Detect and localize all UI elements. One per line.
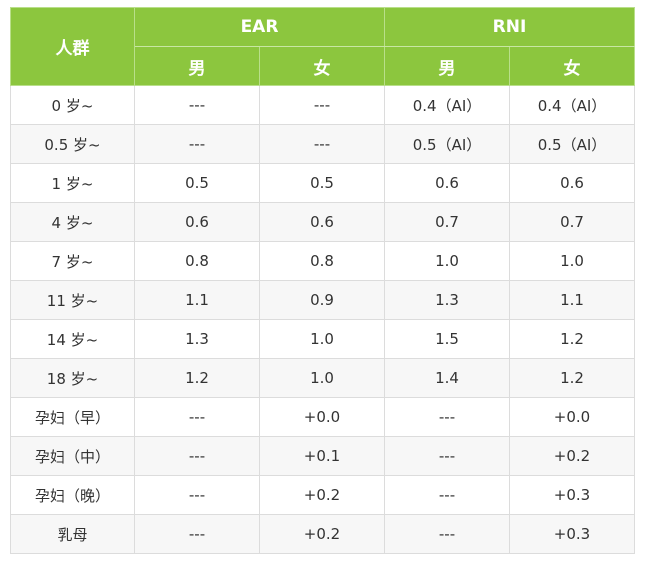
ear-header: EAR xyxy=(134,7,385,47)
ear-female-cell: 0.5 xyxy=(259,163,385,203)
rni-female-cell: 0.7 xyxy=(509,202,635,242)
table-row: 0.5 岁~ --- --- 0.5（AI） 0.5（AI） xyxy=(10,124,635,164)
population-group-header: 人群 xyxy=(10,7,135,86)
rni-male-cell: --- xyxy=(384,514,510,554)
ear-male-cell: --- xyxy=(134,124,260,164)
table-row: 4 岁~ 0.6 0.6 0.7 0.7 xyxy=(10,202,635,242)
ear-female-cell: +0.1 xyxy=(259,436,385,476)
ear-female-header: 女 xyxy=(259,46,385,86)
population-group-cell: 14 岁~ xyxy=(10,319,135,359)
rni-female-cell: 1.0 xyxy=(509,241,635,281)
ear-female-cell: --- xyxy=(259,85,385,125)
rni-female-cell: 0.5（AI） xyxy=(509,124,635,164)
ear-female-cell: 1.0 xyxy=(259,319,385,359)
ear-female-cell: +0.2 xyxy=(259,475,385,515)
table-row: 11 岁~ 1.1 0.9 1.3 1.1 xyxy=(10,280,635,320)
ear-male-cell: --- xyxy=(134,397,260,437)
population-group-cell: 4 岁~ xyxy=(10,202,135,242)
ear-male-cell: 1.3 xyxy=(134,319,260,359)
table-row: 18 岁~ 1.2 1.0 1.4 1.2 xyxy=(10,358,635,398)
population-group-cell: 1 岁~ xyxy=(10,163,135,203)
population-group-cell: 孕妇（早） xyxy=(10,397,135,437)
rni-male-cell: 0.4（AI） xyxy=(384,85,510,125)
rni-female-cell: 1.2 xyxy=(509,358,635,398)
rni-male-cell: 1.5 xyxy=(384,319,510,359)
rni-female-cell: +0.3 xyxy=(509,475,635,515)
ear-male-cell: 0.5 xyxy=(134,163,260,203)
table-row: 孕妇（中） --- +0.1 --- +0.2 xyxy=(10,436,635,476)
rni-male-cell: --- xyxy=(384,436,510,476)
table-row: 14 岁~ 1.3 1.0 1.5 1.2 xyxy=(10,319,635,359)
rni-female-cell: 0.4（AI） xyxy=(509,85,635,125)
ear-female-cell: 1.0 xyxy=(259,358,385,398)
rni-male-cell: 1.4 xyxy=(384,358,510,398)
ear-female-cell: --- xyxy=(259,124,385,164)
table-row: 7 岁~ 0.8 0.8 1.0 1.0 xyxy=(10,241,635,281)
nutrient-reference-table: 人群 EAR RNI 男 女 男 女 0 岁~ --- --- 0.4（AI） 0.4（… xyxy=(10,7,635,554)
rni-female-header: 女 xyxy=(509,46,635,86)
nutrient-table-container: 人群 EAR RNI 男 女 男 女 0 岁~ --- --- 0.4（AI） 0.4（… xyxy=(10,7,635,554)
rni-header: RNI xyxy=(384,7,635,47)
rni-male-cell: 0.7 xyxy=(384,202,510,242)
rni-female-cell: +0.0 xyxy=(509,397,635,437)
ear-male-header: 男 xyxy=(134,46,260,86)
ear-male-cell: 1.2 xyxy=(134,358,260,398)
rni-female-cell: 1.2 xyxy=(509,319,635,359)
population-group-cell: 11 岁~ xyxy=(10,280,135,320)
ear-male-cell: 0.8 xyxy=(134,241,260,281)
ear-female-cell: 0.9 xyxy=(259,280,385,320)
ear-female-cell: 0.6 xyxy=(259,202,385,242)
ear-male-cell: 0.6 xyxy=(134,202,260,242)
table-row: 孕妇（晚） --- +0.2 --- +0.3 xyxy=(10,475,635,515)
rni-male-cell: 0.6 xyxy=(384,163,510,203)
ear-male-cell: 1.1 xyxy=(134,280,260,320)
population-group-cell: 孕妇（中） xyxy=(10,436,135,476)
ear-male-cell: --- xyxy=(134,475,260,515)
population-group-cell: 0 岁~ xyxy=(10,85,135,125)
ear-male-cell: --- xyxy=(134,85,260,125)
ear-male-cell: --- xyxy=(134,436,260,476)
rni-female-cell: +0.2 xyxy=(509,436,635,476)
ear-female-cell: +0.0 xyxy=(259,397,385,437)
table-header: 人群 EAR RNI 男 女 男 女 xyxy=(10,7,635,86)
population-group-cell: 0.5 岁~ xyxy=(10,124,135,164)
table-row: 1 岁~ 0.5 0.5 0.6 0.6 xyxy=(10,163,635,203)
table-row: 0 岁~ --- --- 0.4（AI） 0.4（AI） xyxy=(10,85,635,125)
rni-female-cell: 1.1 xyxy=(509,280,635,320)
rni-male-header: 男 xyxy=(384,46,510,86)
population-group-cell: 乳母 xyxy=(10,514,135,554)
rni-male-cell: --- xyxy=(384,475,510,515)
ear-female-cell: +0.2 xyxy=(259,514,385,554)
rni-male-cell: --- xyxy=(384,397,510,437)
table-body: 0 岁~ --- --- 0.4（AI） 0.4（AI） 0.5 岁~ --- --- 0.5（… xyxy=(10,85,635,554)
rni-male-cell: 1.3 xyxy=(384,280,510,320)
rni-male-cell: 0.5（AI） xyxy=(384,124,510,164)
table-row: 孕妇（早） --- +0.0 --- +0.0 xyxy=(10,397,635,437)
population-group-cell: 孕妇（晚） xyxy=(10,475,135,515)
rni-female-cell: +0.3 xyxy=(509,514,635,554)
population-group-cell: 7 岁~ xyxy=(10,241,135,281)
ear-male-cell: --- xyxy=(134,514,260,554)
rni-female-cell: 0.6 xyxy=(509,163,635,203)
population-group-cell: 18 岁~ xyxy=(10,358,135,398)
ear-female-cell: 0.8 xyxy=(259,241,385,281)
table-row: 乳母 --- +0.2 --- +0.3 xyxy=(10,514,635,554)
rni-male-cell: 1.0 xyxy=(384,241,510,281)
